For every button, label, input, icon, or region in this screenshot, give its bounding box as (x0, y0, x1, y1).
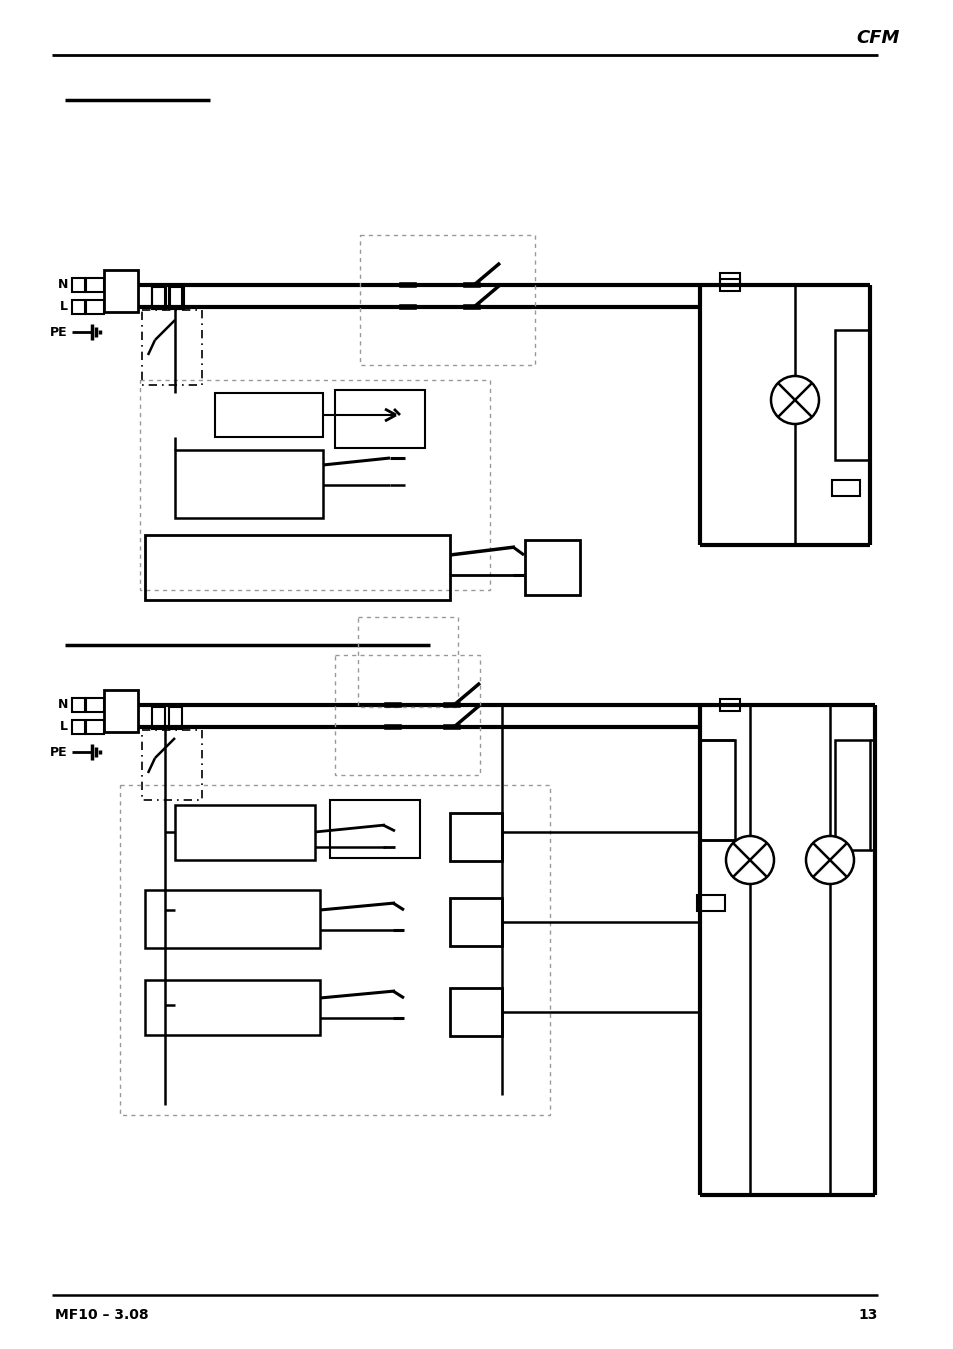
Text: L: L (60, 720, 68, 734)
Text: L: L (60, 301, 68, 313)
Bar (71, 697, 85, 712)
Bar (86, 720, 104, 734)
Text: N: N (57, 278, 68, 291)
Bar (834, 741, 869, 850)
Circle shape (770, 376, 818, 424)
Bar (152, 707, 165, 728)
Bar (86, 278, 104, 291)
Text: PE: PE (51, 325, 68, 339)
Bar (86, 299, 104, 314)
Bar (450, 898, 501, 946)
Text: PE: PE (51, 746, 68, 758)
Bar (697, 894, 724, 911)
Bar (359, 235, 535, 366)
Bar (450, 987, 501, 1036)
Bar (720, 699, 740, 711)
Bar (357, 616, 457, 707)
Text: CFM: CFM (856, 28, 899, 47)
Bar (834, 331, 869, 460)
Bar (71, 720, 85, 734)
Bar (174, 805, 314, 861)
Circle shape (805, 836, 853, 884)
Bar (330, 800, 419, 858)
Bar (335, 656, 479, 774)
Bar (720, 272, 740, 285)
Bar (169, 287, 182, 309)
Bar (104, 270, 138, 312)
Bar (214, 393, 323, 437)
Bar (120, 785, 550, 1116)
Text: 13: 13 (858, 1309, 877, 1322)
Bar (104, 689, 138, 733)
Bar (720, 279, 740, 291)
Bar (170, 285, 184, 309)
Bar (86, 697, 104, 712)
Bar (142, 310, 202, 384)
Bar (142, 730, 202, 800)
Bar (169, 707, 182, 728)
Bar (71, 299, 85, 314)
Circle shape (725, 836, 773, 884)
Text: N: N (57, 699, 68, 711)
Bar (145, 890, 319, 948)
Bar (140, 380, 490, 590)
Bar (450, 813, 501, 861)
Bar (700, 741, 734, 840)
Bar (71, 278, 85, 291)
Bar (831, 480, 859, 496)
Bar (152, 285, 166, 309)
Bar (524, 540, 579, 595)
Bar (152, 287, 165, 309)
Bar (145, 979, 319, 1035)
Bar (335, 390, 424, 448)
Bar (174, 451, 323, 518)
Bar (145, 536, 450, 600)
Text: MF10 – 3.08: MF10 – 3.08 (55, 1309, 149, 1322)
